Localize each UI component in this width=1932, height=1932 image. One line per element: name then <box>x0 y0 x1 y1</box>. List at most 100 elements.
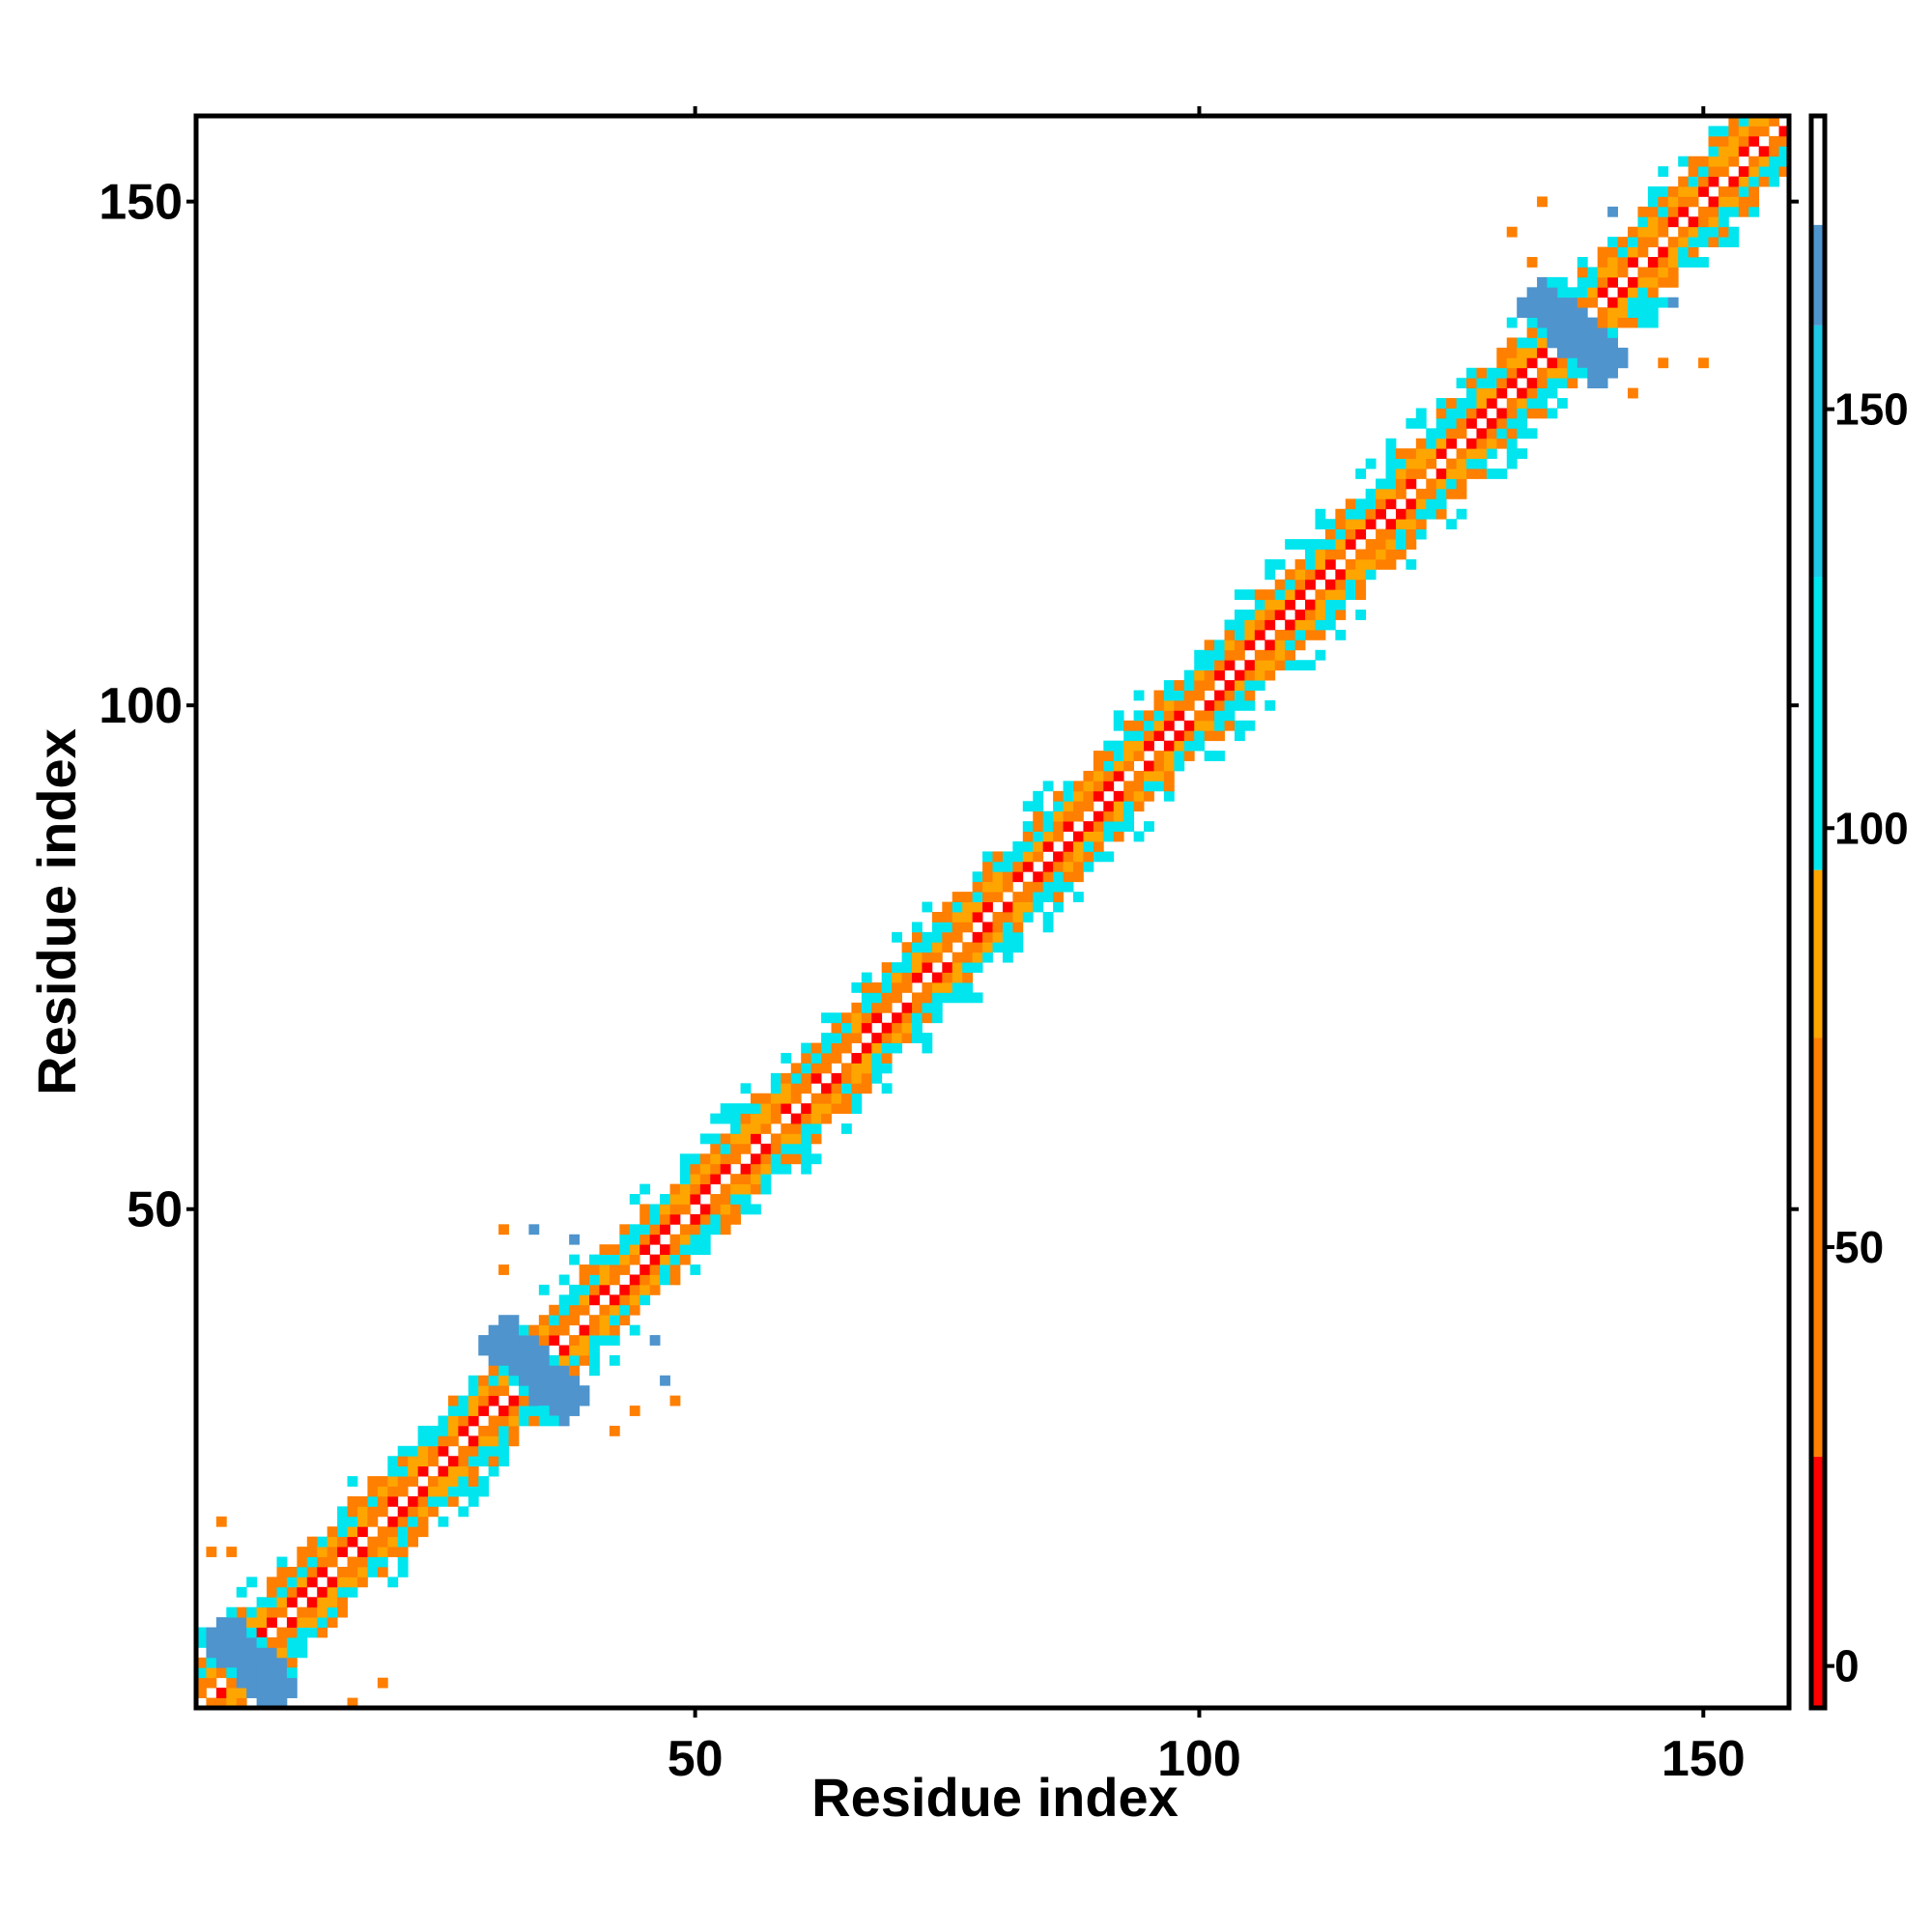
heatmap-cell <box>1728 126 1740 137</box>
heatmap-cell <box>215 1688 227 1698</box>
heatmap-cell <box>267 1677 277 1689</box>
heatmap-cell <box>760 1153 772 1165</box>
heatmap-cell <box>579 1395 590 1406</box>
heatmap-cell <box>1072 781 1084 792</box>
heatmap-cell <box>1496 417 1508 429</box>
heatmap-cell <box>740 1194 752 1205</box>
heatmap-cell <box>1708 166 1719 177</box>
heatmap-cell <box>942 982 953 993</box>
heatmap-cell <box>1072 861 1084 872</box>
heatmap-cell <box>1174 751 1185 761</box>
heatmap-cell <box>438 1465 449 1477</box>
heatmap-cell <box>1415 469 1427 479</box>
heatmap-cell <box>215 1667 227 1679</box>
heatmap-cell <box>851 1022 863 1034</box>
heatmap-cell <box>1476 458 1488 469</box>
heatmap-cell <box>276 1677 288 1689</box>
heatmap-cell <box>982 942 993 953</box>
heatmap-cell <box>609 1304 620 1316</box>
heatmap-cell <box>1658 257 1669 268</box>
heatmap-cell <box>1778 146 1790 157</box>
heatmap-cell <box>1335 539 1347 550</box>
heatmap-cell <box>1033 801 1044 812</box>
heatmap-cell <box>912 922 923 933</box>
heatmap-cell <box>881 1002 893 1013</box>
heatmap-cell <box>972 962 983 973</box>
heatmap-cell <box>1667 267 1679 278</box>
heatmap-cell <box>1324 579 1336 590</box>
heatmap-cell <box>1163 699 1175 711</box>
heatmap-cell <box>851 1002 863 1013</box>
heatmap-cell <box>1224 680 1236 691</box>
heatmap-cell <box>1476 367 1488 379</box>
heatmap-cell <box>1517 337 1528 349</box>
heatmap-cell <box>1537 287 1548 298</box>
heatmap-cell <box>1194 730 1206 742</box>
heatmap-cell <box>206 1647 217 1659</box>
heatmap-cell <box>1728 146 1740 157</box>
heatmap-cell <box>931 992 943 1004</box>
heatmap-cell <box>1526 428 1538 440</box>
heatmap-cell <box>1658 226 1669 238</box>
heatmap-cell <box>215 1657 227 1668</box>
heatmap-cell <box>1607 237 1618 247</box>
heatmap-cell <box>1617 357 1629 369</box>
heatmap-cell <box>810 1153 822 1165</box>
heatmap-cell <box>942 992 953 1004</box>
heatmap-cell <box>1708 135 1719 147</box>
heatmap-cell <box>1033 821 1044 832</box>
heatmap-cell <box>1597 367 1608 379</box>
heatmap-cell <box>931 912 943 923</box>
heatmap-cell <box>801 1153 812 1165</box>
heatmap-cell <box>992 861 1004 872</box>
heatmap-cell <box>720 1133 731 1145</box>
heatmap-cell <box>1556 357 1568 369</box>
heatmap-cell <box>589 1335 600 1346</box>
heatmap-cell <box>478 1395 490 1406</box>
heatmap-cell <box>518 1395 529 1406</box>
heatmap-cell <box>538 1406 550 1416</box>
heatmap-cell <box>1072 790 1084 802</box>
heatmap-cell <box>1678 156 1690 167</box>
heatmap-cell <box>1315 519 1326 530</box>
heatmap-cell <box>1254 680 1265 691</box>
heatmap-cell <box>831 1072 842 1084</box>
heatmap-cell <box>1254 599 1265 611</box>
heatmap-cell <box>1365 549 1377 560</box>
heatmap-cell <box>1072 840 1084 852</box>
heatmap-cell <box>740 1163 752 1175</box>
heatmap-cell <box>972 952 983 963</box>
heatmap-cell <box>1234 610 1245 620</box>
heatmap-cell <box>276 1657 288 1668</box>
heatmap-cell <box>1517 307 1528 319</box>
heatmap-cell <box>397 1486 409 1497</box>
heatmap-cell <box>770 1083 781 1094</box>
heatmap-cell <box>417 1465 429 1477</box>
heatmap-cell <box>1526 347 1538 358</box>
heatmap-cell <box>690 1163 701 1175</box>
heatmap-cell <box>912 1033 923 1043</box>
heatmap-cell <box>327 1597 338 1608</box>
heatmap-cell <box>1426 488 1437 499</box>
heatmap-cell <box>1466 378 1477 389</box>
heatmap-cell <box>669 1183 681 1195</box>
heatmap-cell <box>770 1143 781 1154</box>
heatmap-cell <box>1174 760 1185 772</box>
heatmap-cell <box>1506 226 1518 238</box>
heatmap-cell <box>851 1033 863 1043</box>
heatmap-cell <box>1083 831 1094 842</box>
heatmap-cell <box>1435 428 1447 440</box>
heatmap-cell <box>367 1536 379 1548</box>
heatmap-cell <box>1133 710 1145 722</box>
heatmap-cell <box>549 1415 560 1427</box>
heatmap-cell <box>901 972 913 983</box>
heatmap-cell <box>1456 469 1467 479</box>
heatmap-cell <box>569 1254 580 1265</box>
heatmap-cell <box>1133 781 1145 792</box>
heatmap-cell <box>1033 790 1044 802</box>
heatmap-cell <box>1345 519 1356 530</box>
heatmap-cell <box>498 1365 509 1377</box>
heatmap-cell <box>558 1385 570 1397</box>
heatmap-cell <box>1234 619 1245 631</box>
heatmap-cell <box>286 1586 298 1598</box>
